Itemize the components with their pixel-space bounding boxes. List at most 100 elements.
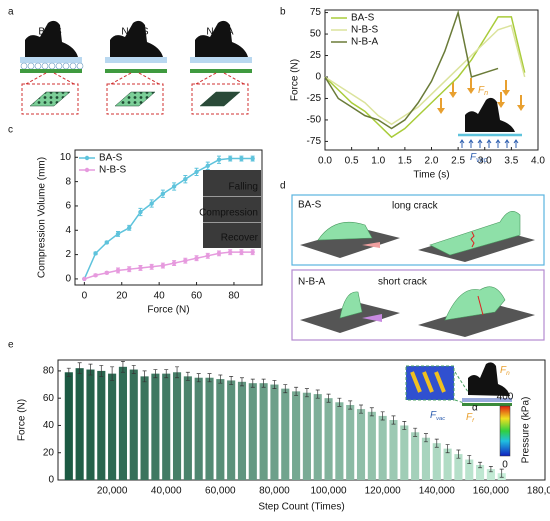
point xyxy=(194,256,199,261)
x-tick-label: 2.0 xyxy=(425,156,439,167)
b-fvac-arrow xyxy=(495,139,501,148)
error-bar xyxy=(337,397,342,407)
bar xyxy=(270,384,279,480)
y-tick-label: 25 xyxy=(310,50,322,61)
force-main: F xyxy=(478,85,485,96)
shoe xyxy=(25,20,78,58)
bar xyxy=(389,420,398,480)
point xyxy=(171,184,177,189)
e-inset-link xyxy=(454,371,471,406)
error-bar xyxy=(445,444,450,454)
series-line xyxy=(324,9,499,130)
colorbar-tick-label: 0 xyxy=(502,460,508,471)
error-bar xyxy=(456,449,461,459)
legend-marker xyxy=(84,155,90,161)
bar xyxy=(292,391,301,480)
bar xyxy=(183,376,192,480)
legend-label: BA-S xyxy=(99,153,123,164)
bar xyxy=(216,379,225,480)
point xyxy=(194,169,199,175)
error-bar xyxy=(423,433,428,443)
panel-letter: d xyxy=(280,181,286,192)
legend-label: BA-S xyxy=(351,13,375,24)
error-bar xyxy=(110,366,115,381)
d-label: BA-S xyxy=(298,200,322,211)
bar xyxy=(421,437,431,480)
bar xyxy=(118,366,127,480)
error-bar xyxy=(348,400,353,410)
legend-label: N-B-A xyxy=(351,37,379,48)
bar xyxy=(281,388,290,480)
x-tick-label: 0.0 xyxy=(318,156,332,167)
bar xyxy=(443,448,452,480)
error-bar xyxy=(413,427,418,437)
x-tick-label: 1.5 xyxy=(398,156,412,167)
air-bag xyxy=(76,62,84,70)
air-bag xyxy=(62,62,70,70)
bar xyxy=(302,392,311,480)
air-bag xyxy=(69,62,77,70)
e-insole xyxy=(462,403,512,406)
force-label: Fvac xyxy=(470,152,488,164)
air-bag xyxy=(55,62,63,70)
insole-bottom xyxy=(190,69,252,73)
point xyxy=(149,201,154,206)
force-main: F xyxy=(466,412,473,423)
x-tick-label: 40,000 xyxy=(151,486,182,497)
legend-marker xyxy=(84,167,90,173)
point xyxy=(82,276,87,282)
bar xyxy=(86,369,95,480)
y-tick-label: -25 xyxy=(307,93,322,104)
air-bag xyxy=(48,62,56,70)
point xyxy=(216,251,222,256)
colorbar-tick-label: 400 xyxy=(497,392,514,403)
b-shoe xyxy=(465,97,515,132)
x-tick-label: 80 xyxy=(228,291,240,302)
y-axis-title: Compression Volume (mm) xyxy=(37,157,48,278)
x-tick-label: 140,000 xyxy=(419,486,456,497)
error-bar xyxy=(88,363,93,376)
force-label: Fn xyxy=(500,365,510,377)
x-tick-label: 1.0 xyxy=(371,156,385,167)
force-sub: f xyxy=(472,418,475,424)
force-label: Fn xyxy=(478,85,488,97)
error-bar xyxy=(326,393,331,403)
x-axis-title: Time (s) xyxy=(413,170,449,181)
error-bar xyxy=(488,466,493,473)
zoom-sample xyxy=(29,91,71,107)
point xyxy=(115,231,121,237)
shoe xyxy=(195,20,248,58)
x-tick-label: 3.5 xyxy=(504,156,518,167)
bar xyxy=(172,372,182,480)
error-bar xyxy=(499,468,504,478)
d-sample xyxy=(339,291,363,319)
e-alpha: α xyxy=(472,403,478,414)
x-tick-label: 120,000 xyxy=(365,486,402,497)
error-bar xyxy=(434,438,439,448)
y-tick-label: 4 xyxy=(65,225,71,236)
force-main: F xyxy=(500,365,507,376)
panel-letter: c xyxy=(8,125,13,136)
x-tick-label: 100,000 xyxy=(310,486,347,497)
b-fn-arrow xyxy=(437,98,445,114)
d-base xyxy=(300,228,400,258)
point xyxy=(183,258,188,263)
x-tick-label: 20,000 xyxy=(97,486,128,497)
c-photo-split xyxy=(203,222,261,223)
y-tick-label: 0 xyxy=(315,72,321,83)
zoom-guide xyxy=(195,72,245,85)
bar xyxy=(367,411,376,480)
b-fn-arrow xyxy=(467,78,475,94)
point xyxy=(239,156,244,161)
bar xyxy=(64,372,73,480)
legend-label: N-B-S xyxy=(99,165,127,176)
y-tick-label: 2 xyxy=(65,249,71,260)
error-bar xyxy=(120,361,125,373)
y-tick-label: -50 xyxy=(307,115,322,126)
error-bar xyxy=(218,374,223,384)
y-tick-label: 0 xyxy=(65,274,71,285)
bar xyxy=(108,373,117,480)
point xyxy=(250,156,255,161)
error-bar xyxy=(239,377,244,387)
b-fvac-arrow xyxy=(486,139,492,148)
